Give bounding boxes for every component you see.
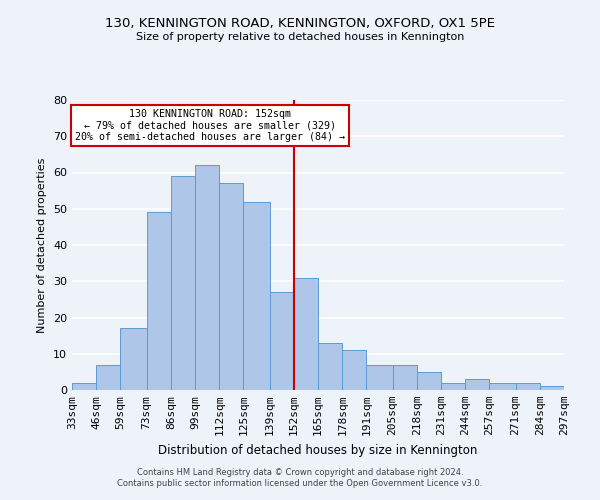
Bar: [244, 202, 269, 390]
Bar: [515, 383, 540, 390]
X-axis label: Distribution of detached houses by size in Kennington: Distribution of detached houses by size …: [158, 444, 478, 456]
Text: 130, KENNINGTON ROAD, KENNINGTON, OXFORD, OX1 5PE: 130, KENNINGTON ROAD, KENNINGTON, OXFORD…: [105, 18, 495, 30]
Bar: [540, 386, 564, 390]
Bar: [490, 383, 515, 390]
Bar: [72, 383, 96, 390]
Bar: [465, 379, 490, 390]
Bar: [219, 184, 244, 390]
Y-axis label: Number of detached properties: Number of detached properties: [37, 158, 47, 332]
Text: Contains HM Land Registry data © Crown copyright and database right 2024.
Contai: Contains HM Land Registry data © Crown c…: [118, 468, 482, 487]
Text: Size of property relative to detached houses in Kennington: Size of property relative to detached ho…: [136, 32, 464, 42]
Bar: [318, 343, 342, 390]
Bar: [269, 292, 294, 390]
Bar: [96, 364, 121, 390]
Bar: [121, 328, 146, 390]
Bar: [171, 176, 195, 390]
Bar: [342, 350, 367, 390]
Bar: [146, 212, 171, 390]
Bar: [417, 372, 441, 390]
Text: 130 KENNINGTON ROAD: 152sqm
← 79% of detached houses are smaller (329)
20% of se: 130 KENNINGTON ROAD: 152sqm ← 79% of det…: [75, 109, 345, 142]
Bar: [441, 383, 465, 390]
Bar: [367, 364, 392, 390]
Bar: [195, 165, 219, 390]
Bar: [392, 364, 417, 390]
Bar: [294, 278, 318, 390]
